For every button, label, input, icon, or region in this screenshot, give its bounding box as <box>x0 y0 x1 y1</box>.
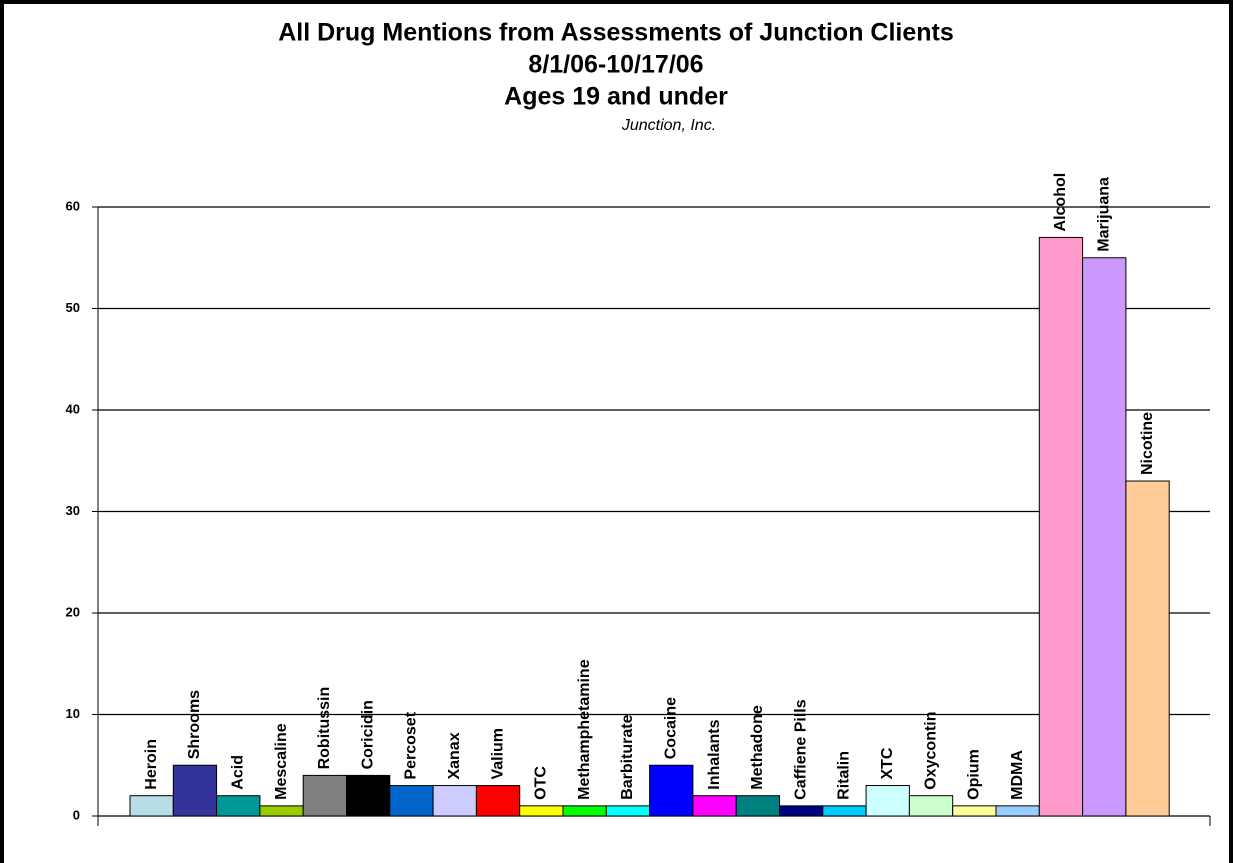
bar-label: Valium <box>489 728 506 780</box>
bar-label: Coricidin <box>359 700 376 769</box>
bar-label: Acid <box>229 755 246 790</box>
chart-title: 8/1/06-10/17/06 <box>528 51 703 79</box>
bar-label: Caffiene Pills <box>792 699 809 800</box>
bar <box>519 805 564 817</box>
y-tick-label: 40 <box>66 401 80 416</box>
bar-label: Ritalin <box>836 751 853 800</box>
bar-label: Cocaine <box>662 697 679 759</box>
bar-label: Percoset <box>403 711 420 779</box>
bar-label: Methadone <box>749 705 766 790</box>
bar-label: Shrooms <box>186 690 203 759</box>
bar-label: Mescaline <box>273 723 290 800</box>
bar-label: MDMA <box>1009 750 1026 800</box>
bar <box>995 805 1040 817</box>
chart-title: Ages 19 and under <box>504 83 728 111</box>
bar <box>1125 480 1170 817</box>
y-tick-label: 20 <box>66 604 80 619</box>
bar <box>562 805 607 817</box>
bar-label: Oxycontin <box>922 711 939 789</box>
bar <box>1038 236 1084 817</box>
bar-label: Xanax <box>446 732 463 779</box>
bar-label: Marijuana <box>1095 177 1112 252</box>
bar-label: Barbiturate <box>619 714 636 799</box>
y-tick-label: 50 <box>66 300 80 315</box>
y-tick-label: 0 <box>73 807 80 822</box>
y-tick-label: 10 <box>66 706 80 721</box>
bar <box>172 764 218 817</box>
bar-label: Robitussin <box>316 687 333 770</box>
bar <box>908 795 954 817</box>
bar-label: Alcohol <box>1052 173 1069 232</box>
bar <box>605 805 651 817</box>
bar <box>692 795 737 817</box>
chart-title: All Drug Mentions from Assessments of Ju… <box>278 19 954 47</box>
bar <box>779 805 824 817</box>
bar-label: Heroin <box>143 739 160 790</box>
bar-label: Opium <box>966 749 983 800</box>
bar <box>389 785 434 817</box>
bar <box>735 795 781 817</box>
bar <box>302 774 348 817</box>
bar <box>952 805 997 817</box>
y-tick-label: 30 <box>66 503 80 518</box>
bar <box>259 805 304 817</box>
bar-label: OTC <box>533 766 550 800</box>
chart-subtitle: Junction, Inc. <box>621 117 716 134</box>
y-tick-label: 60 <box>66 198 80 213</box>
bar <box>865 785 910 817</box>
bar <box>346 774 391 817</box>
bar <box>822 805 867 817</box>
bar <box>649 764 694 817</box>
bar <box>216 795 261 817</box>
bar-label: Methamphetamine <box>576 659 593 800</box>
bar-label: Inhalants <box>706 719 723 789</box>
bar <box>129 795 174 817</box>
bar <box>475 785 521 817</box>
bar-label: XTC <box>879 747 896 779</box>
bar <box>1082 257 1127 817</box>
bar-label: Nicotine <box>1139 412 1156 475</box>
bar <box>432 785 477 817</box>
